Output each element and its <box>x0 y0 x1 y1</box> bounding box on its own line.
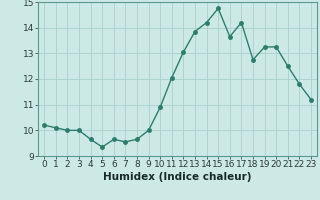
X-axis label: Humidex (Indice chaleur): Humidex (Indice chaleur) <box>103 172 252 182</box>
